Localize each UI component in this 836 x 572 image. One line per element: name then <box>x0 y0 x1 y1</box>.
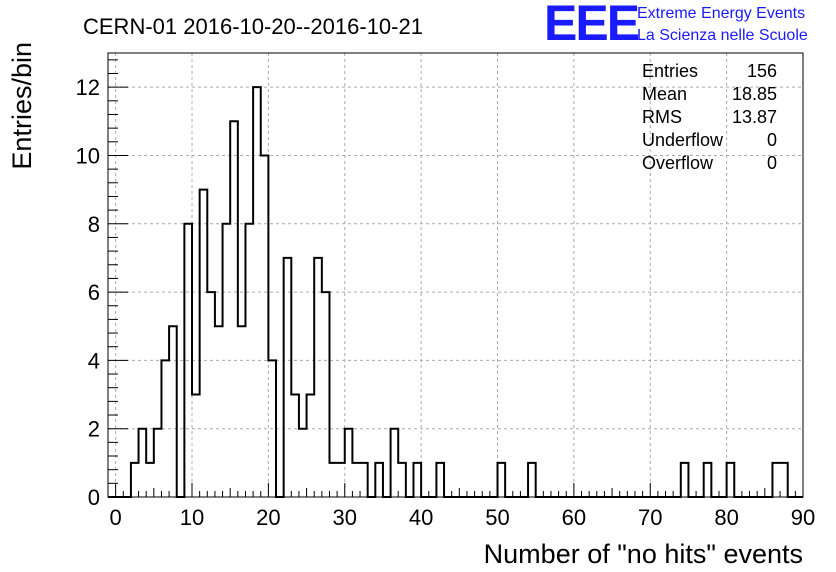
histogram-bin <box>299 429 307 497</box>
y-tick-label: 8 <box>88 212 100 237</box>
axes <box>107 52 804 498</box>
histogram-bin <box>154 429 162 497</box>
histogram-bin <box>307 395 315 497</box>
y-tick-label: 4 <box>88 348 100 373</box>
histogram-bin <box>284 258 292 497</box>
stats-label: RMS <box>642 107 682 127</box>
y-tick-label: 12 <box>76 75 100 100</box>
x-tick-label: 80 <box>714 505 738 530</box>
histogram-bin <box>291 395 299 497</box>
chart-title: CERN-01 2016-10-20--2016-10-21 <box>83 14 423 39</box>
histogram-bin <box>146 463 154 497</box>
stats-value: 0 <box>767 130 777 150</box>
histogram-outline <box>108 86 803 498</box>
histogram-bin <box>413 463 421 497</box>
histogram-bin <box>375 463 383 497</box>
histogram-bin <box>681 463 689 497</box>
histogram-bin <box>207 292 215 497</box>
histogram-bin <box>223 224 231 497</box>
histogram-bin <box>253 87 261 497</box>
histogram-bin <box>436 463 444 497</box>
stats-label: Mean <box>642 84 687 104</box>
tick-labels: 0 10 20 30 40 50 60 70 80 90 0 2 4 6 8 10 12 <box>76 75 816 530</box>
x-tick-label: 10 <box>180 505 204 530</box>
histogram-bars <box>108 86 803 498</box>
x-tick-label: 50 <box>485 505 509 530</box>
histogram-bin <box>169 326 177 497</box>
histogram-bin <box>261 155 269 497</box>
stats-value: 156 <box>747 61 777 81</box>
x-tick-label: 70 <box>638 505 662 530</box>
eee-logo-line2: La Scienza nelle Scuole <box>637 27 808 44</box>
x-tick-label: 0 <box>110 505 122 530</box>
histogram-bin <box>727 463 735 497</box>
stats-label: Overflow <box>642 153 714 173</box>
histogram-bin <box>772 463 780 497</box>
histogram-bin <box>391 429 399 497</box>
histogram-bin <box>704 463 712 497</box>
x-tick-label: 40 <box>409 505 433 530</box>
x-axis-title: Number of "no hits" events <box>484 539 803 569</box>
y-axis-title: Entries/bin <box>7 42 37 170</box>
histogram-bin <box>238 326 246 497</box>
histogram-bin <box>215 326 223 497</box>
eee-logo-line1: Extreme Energy Events <box>637 5 805 22</box>
x-tick-label: 90 <box>791 505 815 530</box>
histogram-bin <box>345 429 353 497</box>
histogram-bin <box>230 121 238 497</box>
stats-label: Entries <box>642 61 698 81</box>
eee-logo-mark: EEE <box>544 0 639 51</box>
y-tick-label: 0 <box>88 485 100 510</box>
x-tick-label: 30 <box>333 505 357 530</box>
x-tick-label: 20 <box>256 505 280 530</box>
stats-value: 18.85 <box>732 84 777 104</box>
histogram-bin <box>200 190 208 497</box>
y-tick-label: 6 <box>88 280 100 305</box>
histogram-bin <box>184 224 192 497</box>
histogram-bin <box>329 463 337 497</box>
histogram-bin <box>498 463 506 497</box>
eee-logo: EEE Extreme Energy Events La Scienza nel… <box>544 0 808 51</box>
histogram-bin <box>131 463 139 497</box>
histogram-bin <box>268 360 276 497</box>
stats-value: 0 <box>767 153 777 173</box>
histogram-bin <box>192 395 200 497</box>
histogram-bin <box>780 463 788 497</box>
y-tick-label: 10 <box>76 143 100 168</box>
histogram-bin <box>528 463 536 497</box>
histogram-bin <box>139 429 147 497</box>
histogram-bin <box>322 292 330 497</box>
histogram-bin <box>360 463 368 497</box>
histogram-bin <box>314 258 322 497</box>
plot-frame <box>107 52 804 498</box>
histogram-bin <box>245 224 253 497</box>
histogram-bin <box>398 463 406 497</box>
histogram-bin <box>337 463 345 497</box>
x-tick-label: 60 <box>562 505 586 530</box>
histogram-bin <box>161 360 169 497</box>
histogram-bin <box>352 463 360 497</box>
stats-box: Entries 156 Mean 18.85 RMS 13.87 Underflow 0 Ove… <box>642 61 777 173</box>
stats-label: Underflow <box>642 130 724 150</box>
y-tick-label: 2 <box>88 417 100 442</box>
stats-value: 13.87 <box>732 107 777 127</box>
